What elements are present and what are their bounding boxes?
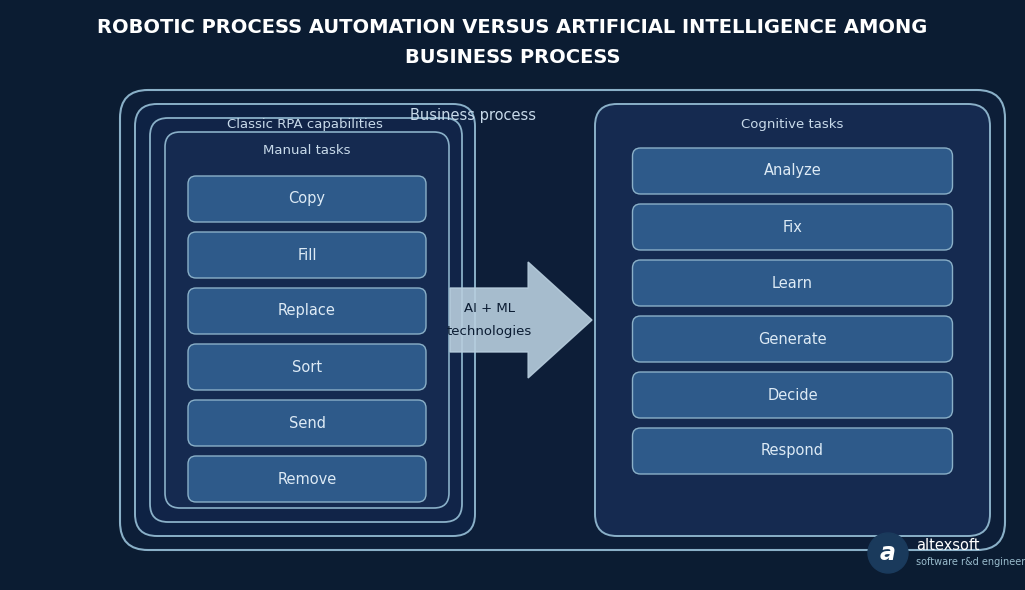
Text: Manual tasks: Manual tasks [263,144,351,157]
Text: Generate: Generate [758,332,827,346]
Text: Fix: Fix [782,219,803,234]
Text: Fill: Fill [297,247,317,263]
Text: BUSINESS PROCESS: BUSINESS PROCESS [405,48,620,67]
FancyBboxPatch shape [188,232,426,278]
Circle shape [868,533,908,573]
FancyBboxPatch shape [632,372,952,418]
FancyBboxPatch shape [165,132,449,508]
FancyBboxPatch shape [188,344,426,390]
FancyBboxPatch shape [188,176,426,222]
FancyBboxPatch shape [632,316,952,362]
Polygon shape [450,262,592,378]
FancyBboxPatch shape [594,104,990,536]
FancyBboxPatch shape [632,148,952,194]
FancyBboxPatch shape [632,428,952,474]
Text: Sort: Sort [292,359,322,375]
FancyBboxPatch shape [188,400,426,446]
FancyBboxPatch shape [135,104,475,536]
Text: Business process: Business process [410,108,536,123]
Text: Classic RPA capabilities: Classic RPA capabilities [228,118,383,131]
Text: a: a [880,541,896,565]
FancyBboxPatch shape [150,118,462,522]
Text: AI + ML: AI + ML [463,301,515,314]
Text: altexsoft: altexsoft [916,537,980,552]
Text: Cognitive tasks: Cognitive tasks [741,118,844,131]
Text: ROBOTIC PROCESS AUTOMATION VERSUS ARTIFICIAL INTELLIGENCE AMONG: ROBOTIC PROCESS AUTOMATION VERSUS ARTIFI… [97,18,928,37]
Text: Remove: Remove [278,471,336,487]
Text: Learn: Learn [772,276,813,290]
Text: Analyze: Analyze [764,163,821,179]
Text: Decide: Decide [767,388,818,402]
FancyBboxPatch shape [120,90,1004,550]
FancyBboxPatch shape [632,204,952,250]
Text: technologies: technologies [447,326,532,339]
Text: Replace: Replace [278,303,336,319]
Text: Respond: Respond [761,444,824,458]
Text: software r&d engineering: software r&d engineering [916,557,1025,567]
FancyBboxPatch shape [632,260,952,306]
Text: Copy: Copy [288,192,326,206]
FancyBboxPatch shape [188,456,426,502]
Text: Send: Send [288,415,326,431]
FancyBboxPatch shape [188,288,426,334]
